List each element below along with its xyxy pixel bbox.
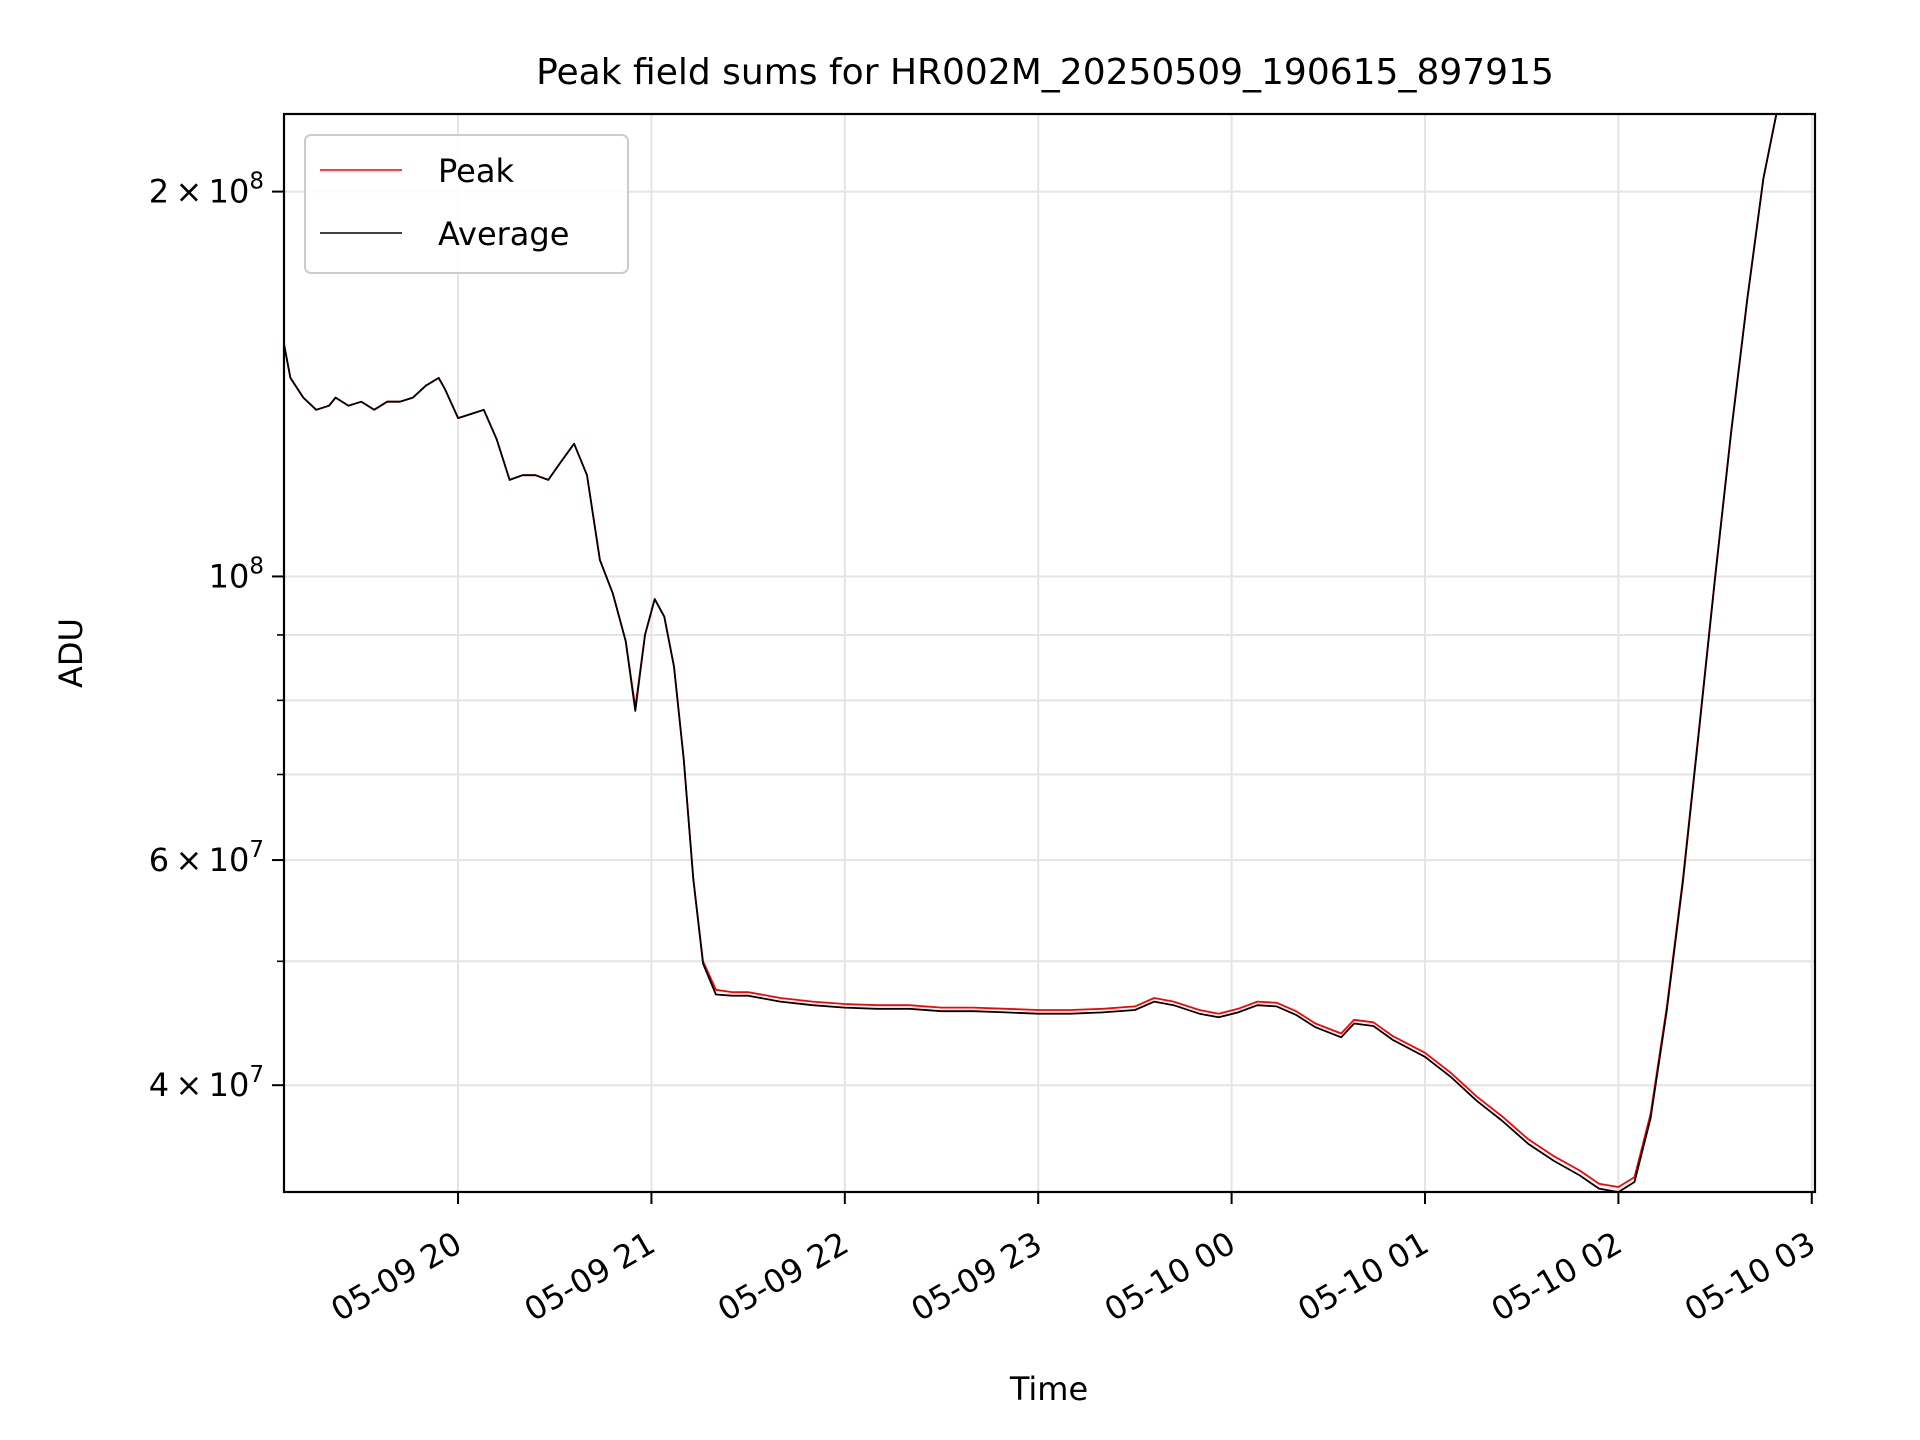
x-axis-label: Time (1009, 1370, 1088, 1408)
legend-average-label: Average (438, 215, 569, 253)
chart-title: Peak field sums for HR002M_20250509_1906… (536, 52, 1554, 93)
y-axis: 4 × 107 6 × 107 108 2 × 108 (149, 169, 284, 1104)
series-line-average (284, 114, 1779, 1192)
y-tick-label: 108 (209, 553, 264, 595)
series-lines (284, 114, 1779, 1192)
legend-peak-label: Peak (438, 152, 514, 190)
plot-frame (282, 112, 1817, 1194)
y-tick-label: 4 × 107 (149, 1062, 264, 1104)
legend: Peak Average (304, 134, 629, 274)
y-axis-label: ADU (52, 618, 90, 688)
y-tick-label: 2 × 108 (149, 169, 264, 211)
y-tick-label: 6 × 107 (149, 837, 264, 879)
